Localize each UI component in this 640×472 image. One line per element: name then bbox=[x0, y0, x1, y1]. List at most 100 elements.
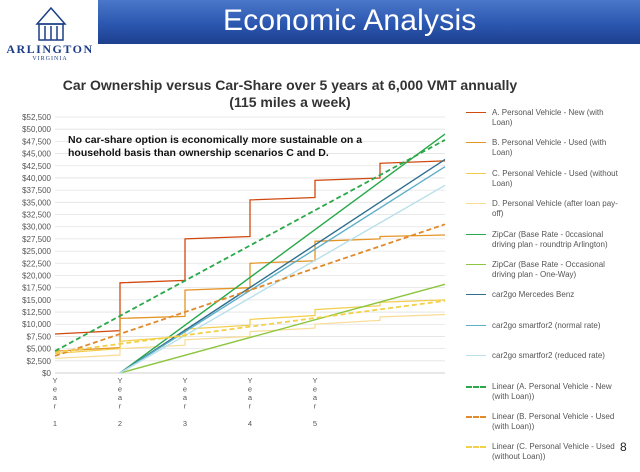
legend-label: Linear (A. Personal Vehicle - New (with … bbox=[492, 381, 612, 401]
y-tick-label: $32,500 bbox=[22, 211, 51, 220]
legend-item: car2go smartfor2 (reduced rate) bbox=[466, 351, 626, 381]
legend-label: car2go smartfor2 (reduced rate) bbox=[492, 351, 605, 361]
logo-subtext: VIRGINIA bbox=[32, 56, 68, 62]
x-tick-letter: e bbox=[248, 385, 252, 394]
series-line-3 bbox=[54, 299, 446, 355]
x-tick-letter: e bbox=[313, 385, 317, 394]
legend-label: car2go Mercedes Benz bbox=[492, 290, 575, 300]
legend-item: ZipCar (Base Rate - Occasional driving p… bbox=[466, 260, 626, 290]
y-tick-label: $37,500 bbox=[22, 186, 51, 195]
legend-swatch bbox=[466, 203, 486, 205]
x-tick-number: 5 bbox=[313, 419, 317, 428]
x-tick-letter: Y bbox=[117, 376, 122, 385]
series-line-8 bbox=[119, 166, 446, 374]
y-tick-label: $22,500 bbox=[22, 259, 51, 268]
x-tick-letter: Y bbox=[182, 376, 187, 385]
y-tick-label: $15,000 bbox=[22, 296, 51, 305]
y-tick-label: $17,500 bbox=[22, 284, 51, 293]
x-tick-letter: a bbox=[53, 393, 58, 402]
y-tick-label: $45,000 bbox=[22, 150, 51, 159]
y-tick-label: $47,500 bbox=[22, 137, 51, 146]
title-banner: Economic Analysis bbox=[98, 0, 640, 44]
series-line-4 bbox=[54, 313, 446, 359]
legend-item: A. Personal Vehicle - New (with Loan) bbox=[466, 108, 626, 138]
series-line-6 bbox=[119, 283, 446, 374]
page-number: 8 bbox=[620, 440, 627, 454]
x-tick-letter: a bbox=[313, 393, 318, 402]
legend-label: D. Personal Vehicle (after loan pay-off) bbox=[492, 199, 618, 219]
legend-swatch bbox=[466, 264, 486, 265]
y-tick-label: $27,500 bbox=[22, 235, 51, 244]
legend-label: Linear (C. Personal Vehicle - Used (with… bbox=[492, 442, 615, 462]
legend-item: ZipCar (Base Rate - 0ccasional driving p… bbox=[466, 230, 626, 260]
y-tick-label: $52,500 bbox=[22, 113, 51, 122]
legend-swatch bbox=[466, 324, 486, 326]
series-line-7 bbox=[119, 158, 446, 374]
legend-swatch bbox=[466, 385, 486, 388]
y-tick-label: $2,500 bbox=[27, 357, 52, 366]
series-line-2 bbox=[54, 234, 446, 352]
legend-label: B. Personal Vehicle - Used (with Loan) bbox=[492, 138, 607, 158]
x-tick-letter: e bbox=[53, 385, 57, 394]
x-tick-number: 2 bbox=[118, 419, 122, 428]
legend-label: ZipCar (Base Rate - Occasional driving p… bbox=[492, 260, 605, 279]
legend-label: C. Personal Vehicle - Used (without Loan… bbox=[492, 168, 618, 188]
y-tick-label: $25,000 bbox=[22, 247, 51, 256]
x-tick-number: 1 bbox=[53, 419, 57, 428]
x-tick-number: 3 bbox=[183, 419, 187, 428]
legend-swatch bbox=[466, 355, 486, 357]
x-tick-letter: r bbox=[184, 402, 187, 411]
legend-swatch bbox=[466, 294, 486, 296]
y-axis-ticks: $0 $2,500 $5,000 $7,500 $10,000 $12,500 $15,00… bbox=[22, 113, 51, 378]
series-line-5 bbox=[119, 133, 446, 374]
chart-title-main: Car Ownership versus Car-Share over 5 ye… bbox=[62, 77, 518, 93]
y-tick-label: $30,000 bbox=[22, 223, 51, 232]
series-line-1 bbox=[54, 160, 446, 335]
legend-swatch bbox=[466, 112, 486, 113]
legend-item: car2go smartfor2 (normal rate) bbox=[466, 321, 626, 351]
x-tick-letter: a bbox=[118, 393, 123, 402]
legend-item: Linear (C. Personal Vehicle - Used (with… bbox=[466, 442, 626, 472]
y-tick-label: $40,000 bbox=[22, 174, 51, 183]
y-tick-label: $20,000 bbox=[22, 271, 51, 280]
x-tick-letter: Y bbox=[247, 376, 252, 385]
legend-label: A. Personal Vehicle - New (with Loan) bbox=[492, 108, 604, 127]
series-lines bbox=[54, 133, 446, 374]
legend-item: C. Personal Vehicle - Used (without Loan… bbox=[466, 169, 626, 199]
slide-title: Economic Analysis bbox=[223, 4, 477, 37]
series-line-10 bbox=[54, 139, 446, 352]
legend-label: car2go smartfor2 (normal rate) bbox=[492, 320, 601, 330]
arlington-logo bbox=[4, 2, 96, 64]
x-tick-number: 4 bbox=[248, 419, 252, 428]
legend-swatch bbox=[466, 142, 486, 144]
y-tick-label: $35,000 bbox=[22, 198, 51, 207]
x-tick-letter: e bbox=[183, 385, 187, 394]
chart-subtitle: (115 miles a week) bbox=[229, 94, 351, 110]
x-tick-letter: a bbox=[248, 393, 253, 402]
x-tick-letter: r bbox=[54, 402, 57, 411]
y-tick-label: $42,500 bbox=[22, 162, 51, 171]
y-tick-label: $12,500 bbox=[22, 308, 51, 317]
legend-item: car2go Mercedes Benz bbox=[466, 290, 626, 320]
legend-label: Linear (B. Personal Vehicle - Used (with… bbox=[492, 412, 615, 431]
legend-swatch bbox=[466, 233, 486, 235]
y-tick-label: $10,000 bbox=[22, 320, 51, 329]
logo-text: ARLINGTON bbox=[6, 42, 94, 56]
x-tick-letter: Y bbox=[52, 376, 57, 385]
building-icon bbox=[35, 6, 67, 41]
x-tick-letter: a bbox=[183, 393, 188, 402]
legend-swatch bbox=[466, 172, 486, 174]
y-tick-label: $5,000 bbox=[27, 345, 52, 354]
x-tick-letter: Y bbox=[312, 376, 317, 385]
legend-label: ZipCar (Base Rate - 0ccasional driving p… bbox=[492, 229, 608, 249]
series-line-12 bbox=[54, 299, 446, 354]
chart-title: Car Ownership versus Car-Share over 5 ye… bbox=[50, 77, 530, 111]
y-tick-label: $0 bbox=[42, 369, 51, 378]
chart-annotation: No car-share option is economically more… bbox=[68, 134, 363, 159]
